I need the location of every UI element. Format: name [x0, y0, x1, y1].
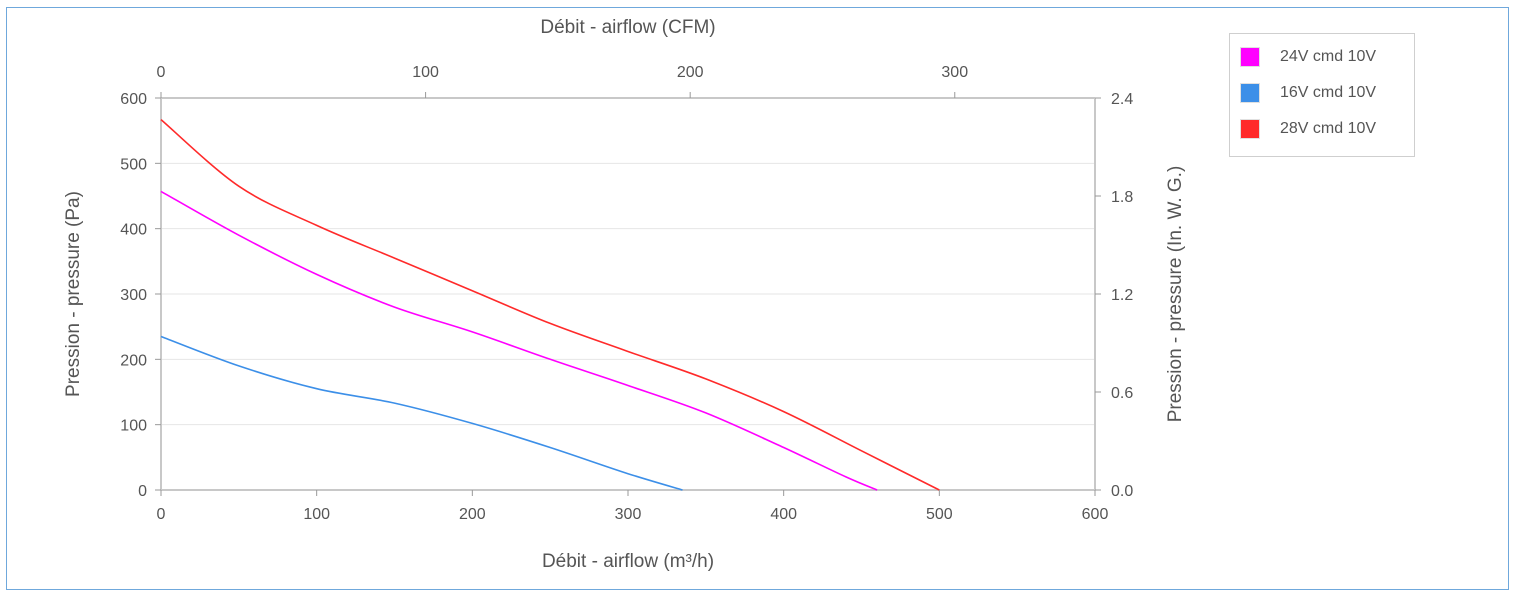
y2-tick-label-1: 0.6	[1111, 385, 1133, 402]
y-tick-label-2: 200	[120, 352, 147, 369]
x2-axis-title: Débit - airflow (CFM)	[540, 17, 715, 38]
grid-layer	[161, 97, 1095, 491]
y-tick-label-6: 600	[120, 91, 147, 108]
x-tick-label-4: 400	[770, 506, 797, 523]
series-line-16v	[160, 335, 683, 491]
legend-label-24v: 24V cmd 10V	[1280, 48, 1377, 65]
series-line-24v	[160, 190, 878, 491]
x2-tick-label-1: 100	[412, 64, 439, 81]
y2-tick-label-3: 1.8	[1111, 189, 1133, 206]
y2-tick-label-4: 2.4	[1111, 91, 1133, 108]
y-tick-label-4: 400	[120, 222, 147, 239]
y2-axis-title: Pression - pressure (In. W. G.)	[1165, 166, 1186, 423]
ticks-layer: 0 100 200 300 400 500 600 0 100 200 300 400 500 600 0 1…	[120, 64, 1133, 523]
x2-tick-label-3: 300	[941, 64, 968, 81]
legend-label-28v: 28V cmd 10V	[1280, 120, 1377, 137]
x-tick-label-5: 500	[926, 506, 953, 523]
y2-tick-label-0: 0.0	[1111, 483, 1133, 500]
x-axis-title: Débit - airflow (m³/h)	[542, 551, 714, 572]
series-line-28v	[160, 118, 940, 491]
legend-swatch-24v	[1240, 47, 1260, 67]
x2-tick-label-0: 0	[157, 64, 166, 81]
x-tick-label-0: 0	[157, 506, 166, 523]
x2-tick-label-2: 200	[677, 64, 704, 81]
x-tick-label-3: 300	[615, 506, 642, 523]
legend-swatch-16v	[1240, 83, 1260, 103]
y-tick-label-1: 100	[120, 418, 147, 435]
series-layer	[160, 118, 940, 491]
x-tick-label-2: 200	[459, 506, 486, 523]
legend-item-16v[interactable]: 16V cmd 10V	[1240, 82, 1376, 104]
y-tick-label-3: 300	[120, 287, 147, 304]
legend-swatch-28v	[1240, 119, 1260, 139]
legend-label-16v: 16V cmd 10V	[1280, 84, 1377, 101]
y-tick-label-0: 0	[138, 483, 147, 500]
legend-item-28v[interactable]: 28V cmd 10V	[1240, 118, 1376, 140]
x-tick-label-6: 600	[1082, 506, 1109, 523]
x-tick-label-1: 100	[303, 506, 330, 523]
y2-tick-label-2: 1.2	[1111, 287, 1133, 304]
legend-item-24v[interactable]: 24V cmd 10V	[1240, 46, 1376, 68]
y-axis-title: Pression - pressure (Pa)	[63, 191, 84, 397]
y-tick-label-5: 500	[120, 156, 147, 173]
legend: 24V cmd 10V 16V cmd 10V 28V cmd 10V	[1229, 33, 1415, 157]
